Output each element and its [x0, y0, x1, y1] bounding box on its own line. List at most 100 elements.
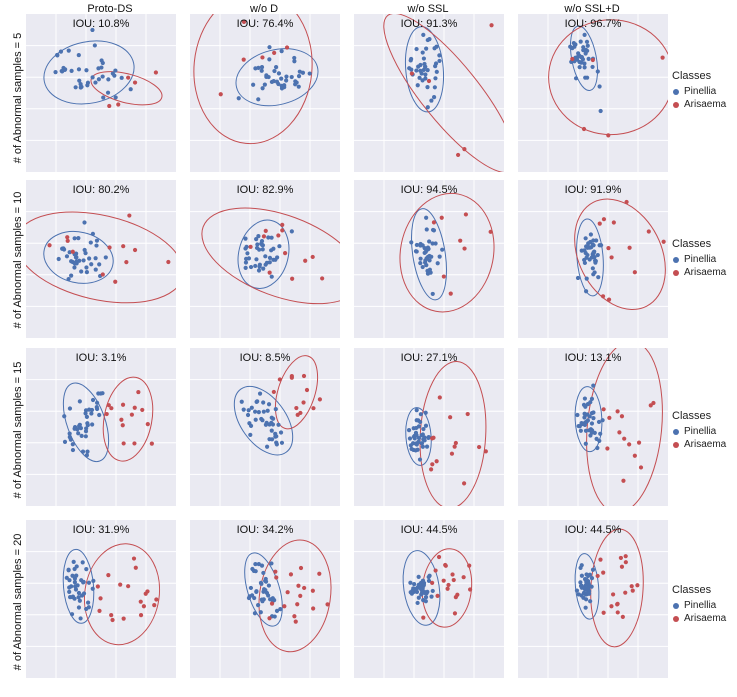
- arisaema-point: [292, 614, 297, 619]
- pinellia-point: [418, 261, 423, 266]
- arisaema-point: [443, 563, 448, 568]
- pinellia-point: [106, 77, 111, 82]
- pinellia-point: [94, 238, 100, 243]
- pinellia-point: [76, 236, 81, 241]
- arisaema-point: [621, 478, 626, 483]
- pinellia-point: [91, 578, 96, 583]
- arisaema-point: [455, 592, 460, 597]
- pinellia-point: [585, 75, 590, 80]
- pinellia-point: [420, 50, 425, 55]
- pinellia-point: [432, 95, 437, 100]
- arisaema-point: [467, 563, 472, 568]
- pinellia-point: [279, 86, 285, 91]
- pinellia-point: [85, 80, 91, 85]
- pinellia-point: [96, 77, 101, 82]
- pinellia-confidence-ellipse: [237, 219, 290, 289]
- pinellia-point: [587, 589, 592, 594]
- arisaema-point: [107, 103, 112, 109]
- arisaema-point: [462, 246, 467, 251]
- arisaema-point: [619, 564, 625, 569]
- pinellia-point: [79, 84, 84, 89]
- pinellia-point: [98, 391, 103, 396]
- pinellia-point: [250, 593, 255, 598]
- pinellia-point: [100, 60, 105, 66]
- pinellia-point: [70, 595, 75, 600]
- arisaema-marker-icon: [673, 441, 679, 448]
- arisaema-point: [606, 245, 611, 251]
- pinellia-point: [84, 453, 89, 458]
- pinellia-point: [95, 400, 100, 405]
- pinellia-point: [256, 233, 261, 239]
- iou-label: IOU: 82.9%: [237, 184, 294, 196]
- legend-row-3: Classes Pinellia Arisaema: [672, 410, 736, 451]
- pinellia-point: [253, 417, 258, 422]
- plot-area: [518, 348, 668, 506]
- pinellia-point: [595, 69, 600, 74]
- pinellia-point: [411, 426, 416, 431]
- arisaema-point: [462, 481, 467, 486]
- pinellia-point: [113, 95, 118, 100]
- pinellia-point: [589, 576, 595, 581]
- pinellia-point: [277, 244, 282, 249]
- arisaema-point: [611, 220, 616, 225]
- plot-area: [518, 14, 668, 172]
- arisaema-point: [622, 436, 627, 441]
- arisaema-point: [325, 602, 330, 607]
- arisaema-point: [609, 604, 614, 609]
- pinellia-point: [576, 592, 581, 597]
- pinellia-point: [89, 407, 95, 413]
- pinellia-point: [67, 406, 73, 411]
- scatter-panel: IOU: 80.2%: [26, 180, 176, 338]
- arisaema-point: [611, 592, 616, 597]
- pinellia-point: [258, 580, 264, 585]
- pinellia-point: [62, 439, 68, 444]
- arisaema-point: [426, 78, 432, 84]
- arisaema-point: [660, 55, 665, 60]
- pinellia-point: [576, 54, 581, 59]
- arisaema-point: [118, 582, 123, 587]
- pinellia-point: [409, 240, 414, 245]
- iou-label: IOU: 44.5%: [401, 524, 458, 536]
- grid-lines: [518, 14, 668, 172]
- pinellia-point: [599, 243, 604, 248]
- arisaema-point: [462, 146, 467, 152]
- pinellia-point: [128, 87, 133, 92]
- legend-title: Classes: [672, 410, 712, 422]
- arisaema-point: [601, 610, 606, 615]
- pinellia-point: [269, 437, 275, 442]
- arisaema-point: [629, 584, 634, 589]
- pinellia-point: [101, 95, 106, 100]
- plot-area: [190, 348, 340, 506]
- arisaema-marker-icon: [673, 615, 679, 622]
- arisaema-point: [303, 258, 308, 263]
- legend-row-4: Classes Pinellia Arisaema: [672, 584, 736, 625]
- pinellia-point: [245, 412, 251, 418]
- pinellia-point: [421, 67, 426, 73]
- plot-area: [354, 520, 504, 678]
- pinellia-point: [81, 258, 86, 263]
- pinellia-point: [434, 44, 439, 49]
- pinellia-point: [593, 258, 598, 263]
- arisaema-point: [65, 235, 70, 240]
- arisaema-point: [623, 554, 628, 559]
- pinellia-point: [259, 416, 264, 422]
- pinellia-point: [279, 440, 285, 445]
- grid-lines: [518, 348, 668, 506]
- pinellia-point: [419, 433, 424, 438]
- pinellia-point: [581, 595, 586, 600]
- pinellia-point: [284, 74, 289, 79]
- pinellia-point: [269, 235, 274, 240]
- arisaema-point: [436, 554, 442, 560]
- pinellia-point: [76, 431, 81, 436]
- pinellia-point: [418, 62, 423, 68]
- pinellia-marker-icon: [673, 256, 679, 263]
- pinellia-point: [90, 27, 95, 33]
- arisaema-point: [97, 608, 102, 613]
- pinellia-point: [67, 250, 72, 255]
- pinellia-point: [266, 583, 271, 588]
- pinellia-point: [259, 68, 264, 73]
- pinellia-point: [597, 84, 602, 89]
- pinellia-point: [424, 46, 429, 51]
- iou-label: IOU: 8.5%: [240, 352, 291, 364]
- pinellia-point: [251, 82, 256, 87]
